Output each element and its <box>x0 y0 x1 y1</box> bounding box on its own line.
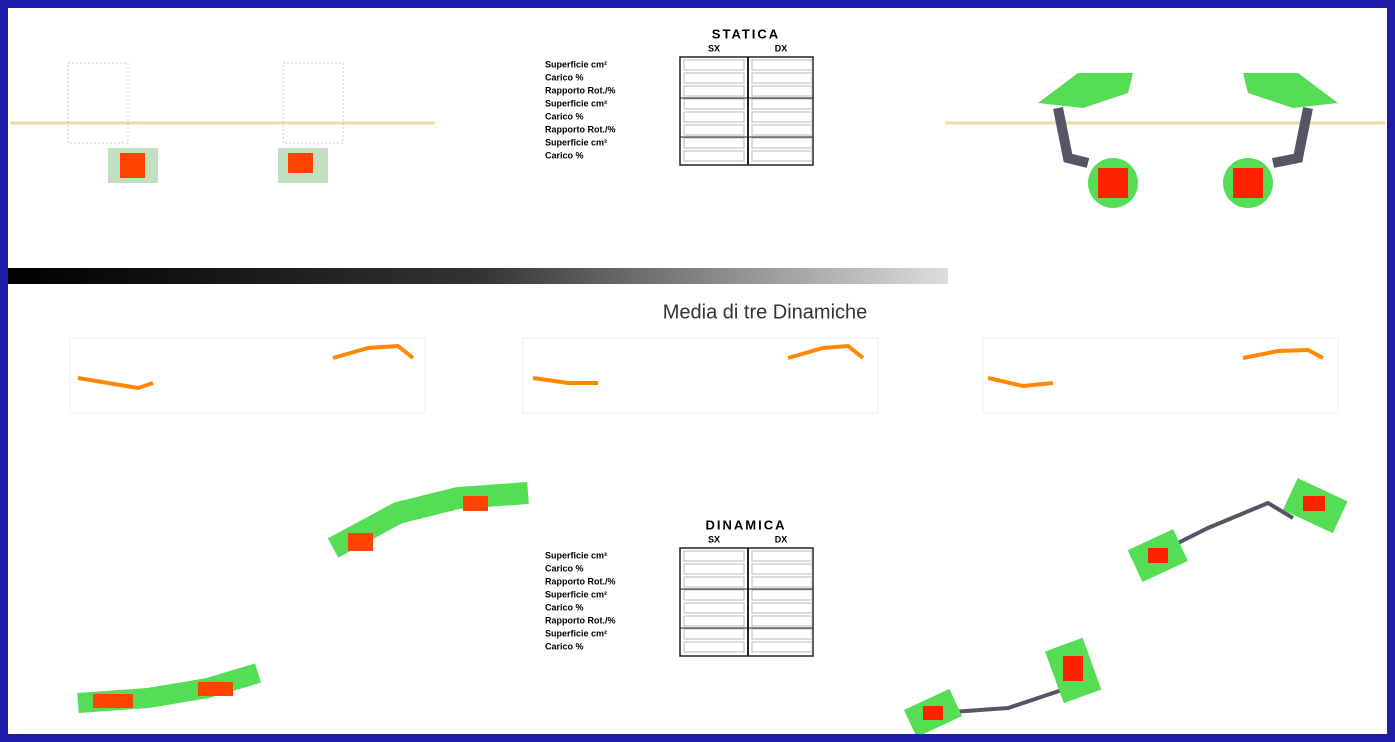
static-footprint-right <box>1038 73 1338 208</box>
row-label: Carico % <box>545 111 584 121</box>
row-label: Superficie cm² <box>545 550 607 560</box>
value-cell <box>684 564 744 574</box>
value-cell <box>684 60 744 70</box>
table-title: DINAMICA <box>706 517 787 532</box>
row-label: Rapporto Rot./% <box>545 85 616 95</box>
value-cell <box>752 73 812 83</box>
value-cell <box>684 629 744 639</box>
value-cell <box>684 86 744 96</box>
value-cell <box>752 577 812 587</box>
value-cell <box>684 112 744 122</box>
pressure-zone <box>288 153 313 173</box>
column-header: DX <box>775 534 788 544</box>
row-label: Rapporto Rot./% <box>545 615 616 625</box>
value-cell <box>684 577 744 587</box>
row-label: Superficie cm² <box>545 589 607 599</box>
value-cell <box>752 125 812 135</box>
value-cell <box>752 642 812 652</box>
value-cell <box>752 629 812 639</box>
value-cell <box>752 112 812 122</box>
report: Media di tre Dinamiche STATICA SX DX Superf… <box>8 8 1387 734</box>
value-cell <box>684 616 744 626</box>
row-label: Carico % <box>545 150 584 160</box>
value-cell <box>752 590 812 600</box>
separator-bar <box>8 268 948 284</box>
report-page: Media di tre Dinamiche STATICA SX DX Superf… <box>8 8 1387 734</box>
value-cell <box>752 564 812 574</box>
pressure-zone <box>120 153 145 178</box>
value-cell <box>684 603 744 613</box>
value-cell <box>752 86 812 96</box>
column-header: SX <box>708 534 720 544</box>
row-label: Carico % <box>545 641 584 651</box>
row-label: Superficie cm² <box>545 59 607 69</box>
value-cell <box>752 60 812 70</box>
value-cell <box>684 125 744 135</box>
value-cell <box>684 99 744 109</box>
value-cell <box>684 151 744 161</box>
value-cell <box>752 99 812 109</box>
row-label: Carico % <box>545 563 584 573</box>
section-title: Media di tre Dinamiche <box>663 301 868 323</box>
value-cell <box>752 603 812 613</box>
value-cell <box>752 616 812 626</box>
row-label: Rapporto Rot./% <box>545 576 616 586</box>
value-cell <box>752 138 812 148</box>
row-label: Rapporto Rot./% <box>545 124 616 134</box>
row-label: Carico % <box>545 72 584 82</box>
row-label: Superficie cm² <box>545 137 607 147</box>
value-cell <box>684 642 744 652</box>
value-cell <box>752 551 812 561</box>
table-title: STATICA <box>712 26 780 41</box>
value-cell <box>684 590 744 600</box>
value-cell <box>684 73 744 83</box>
value-cell <box>684 138 744 148</box>
row-label: Superficie cm² <box>545 628 607 638</box>
row-label: Superficie cm² <box>545 98 607 108</box>
row-label: Carico % <box>545 602 584 612</box>
value-cell <box>752 151 812 161</box>
column-header: DX <box>775 43 788 53</box>
column-header: SX <box>708 43 720 53</box>
mini-charts <box>70 338 1338 413</box>
value-cell <box>684 551 744 561</box>
